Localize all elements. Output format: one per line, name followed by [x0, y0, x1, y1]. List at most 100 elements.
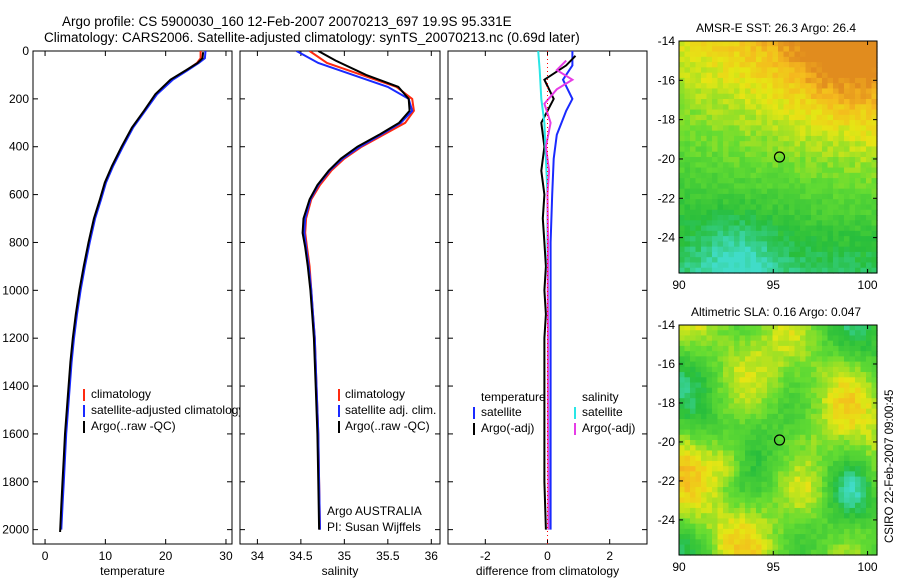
heatmap-cell [811, 246, 818, 253]
heatmap-cell [679, 487, 686, 493]
heatmap-cell [767, 262, 774, 269]
heatmap-cell [706, 403, 713, 410]
heatmap-cell [767, 471, 774, 478]
heatmap-cell [805, 518, 812, 525]
heatmap-cell [860, 99, 867, 105]
y-tick-label: -18 [658, 396, 676, 410]
heatmap-cell [679, 183, 686, 190]
heatmap-cell [739, 62, 746, 68]
heatmap-cell [860, 528, 867, 535]
heatmap-cell [706, 114, 713, 121]
heatmap-cell [827, 340, 834, 347]
heatmap-cell [734, 125, 741, 132]
heatmap-cell [684, 528, 691, 535]
heatmap-cell [822, 104, 829, 111]
heatmap-cell [723, 330, 730, 337]
heatmap-cell [712, 204, 719, 211]
heatmap-cell [750, 230, 757, 237]
heatmap-cell [690, 51, 697, 58]
heatmap-cell [767, 120, 774, 126]
heatmap-cell [794, 162, 801, 169]
heatmap-cell [728, 330, 735, 337]
heatmap-cell [706, 351, 713, 357]
heatmap-cell [783, 251, 790, 258]
heatmap-cell [723, 361, 730, 368]
heatmap-cell [844, 67, 851, 74]
heatmap-cell [745, 523, 752, 530]
heatmap-cell [690, 56, 697, 63]
heatmap-cell [761, 492, 768, 499]
heatmap-cell [761, 199, 768, 206]
heatmap-cell [679, 104, 686, 111]
heatmap-cell [871, 492, 878, 499]
heatmap-cell [701, 539, 708, 546]
heatmap-cell [833, 72, 840, 79]
heatmap-cell [717, 267, 724, 274]
heatmap-cell [767, 230, 774, 237]
heatmap-cell [800, 99, 807, 105]
heatmap-cell [761, 141, 768, 148]
heatmap-cell [783, 466, 790, 472]
heatmap-cell [723, 88, 730, 95]
heatmap-cell [761, 88, 768, 95]
heatmap-cell [750, 419, 757, 425]
heatmap-cell [690, 236, 697, 242]
heatmap-cell [860, 236, 867, 242]
heatmap-cell [849, 523, 856, 530]
heatmap-cell [756, 372, 763, 378]
heatmap-cell [734, 471, 741, 478]
heatmap-cell [871, 466, 878, 472]
heatmap-cell [739, 209, 746, 216]
heatmap-cell [761, 424, 768, 431]
heatmap-cell [855, 246, 862, 253]
heatmap-cell [871, 413, 878, 420]
heatmap-cell [794, 361, 801, 368]
heatmap-cell [717, 241, 724, 248]
heatmap-cell [745, 199, 752, 206]
heatmap-cell [800, 549, 807, 556]
heatmap-cell [750, 246, 757, 253]
heatmap-cell [838, 502, 845, 509]
heatmap-cell [706, 466, 713, 472]
heatmap-cell [838, 335, 845, 342]
heatmap-cell [679, 93, 686, 100]
heatmap-cell [789, 257, 796, 264]
heatmap-cell [767, 549, 774, 556]
heatmap-cell [772, 77, 779, 84]
heatmap-cell [701, 460, 708, 467]
heatmap-cell [833, 125, 840, 132]
heatmap-cell [822, 518, 829, 525]
heatmap-cell [783, 377, 790, 384]
heatmap-cell [745, 151, 752, 158]
heatmap-cell [679, 445, 686, 452]
heatmap-cell [783, 549, 790, 556]
heatmap-cell [871, 257, 878, 264]
heatmap-cell [767, 77, 774, 84]
heatmap-cell [844, 429, 851, 436]
x-tick-label: 90 [672, 560, 686, 574]
heatmap-cell [734, 215, 741, 221]
heatmap-cell [855, 507, 862, 514]
heatmap-cell [838, 56, 845, 63]
heatmap-cell [684, 387, 691, 394]
heatmap-cell [756, 534, 763, 540]
heatmap-cell [860, 330, 867, 337]
heatmap-cell [794, 93, 801, 100]
heatmap-cell [728, 72, 735, 79]
heatmap-cell [717, 445, 724, 452]
heatmap-cell [800, 351, 807, 357]
heatmap-cell [684, 487, 691, 493]
heatmap-cell [690, 241, 697, 248]
heatmap-cell [794, 72, 801, 79]
heatmap-cell [701, 351, 708, 357]
heatmap-cell [778, 41, 785, 47]
heatmap-cell [811, 188, 818, 195]
heatmap-cell [690, 460, 697, 467]
heatmap-cell [695, 429, 702, 436]
heatmap-cell [701, 345, 708, 352]
heatmap-cell [734, 445, 741, 452]
heatmap-cell [728, 267, 735, 274]
heatmap-cell [838, 62, 845, 68]
heatmap-cell [701, 340, 708, 347]
